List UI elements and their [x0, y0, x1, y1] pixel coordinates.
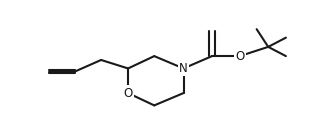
Text: O: O: [123, 87, 133, 100]
Text: O: O: [235, 50, 244, 63]
Text: N: N: [179, 62, 188, 75]
